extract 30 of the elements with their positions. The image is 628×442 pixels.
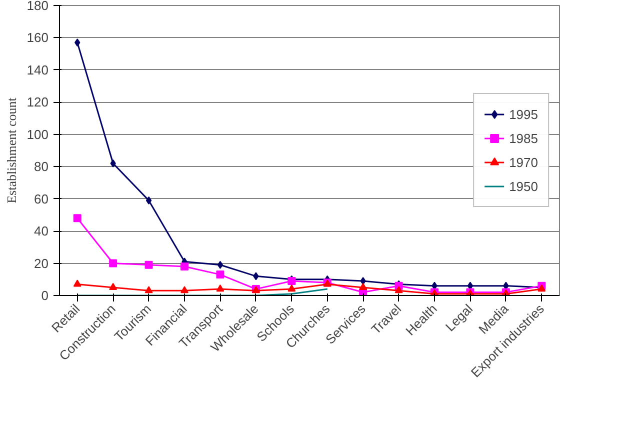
- legend-label: 1950: [509, 178, 538, 194]
- point: [360, 277, 366, 285]
- y-tick-label: 80: [34, 159, 49, 174]
- point: [217, 260, 224, 269]
- legend-label: 1985: [509, 130, 538, 146]
- y-tick-label: 160: [26, 30, 49, 46]
- point: [73, 280, 82, 287]
- y-tick-label: 60: [34, 191, 49, 206]
- legend-label: 1995: [509, 106, 538, 122]
- point: [216, 270, 224, 279]
- point: [180, 262, 188, 270]
- point: [74, 38, 80, 47]
- point: [146, 196, 152, 204]
- legend-label: 1970: [509, 154, 538, 170]
- y-tick-label: 40: [34, 224, 49, 239]
- point: [394, 286, 403, 294]
- y-tick-label: 20: [34, 256, 49, 271]
- point: [110, 159, 116, 168]
- point: [144, 260, 153, 269]
- y-tick-label: 120: [26, 94, 49, 110]
- y-tick-label: 100: [26, 126, 49, 142]
- y-tick-label: 180: [26, 0, 49, 13]
- y-tick-label: 0: [41, 288, 49, 303]
- point: [109, 282, 118, 290]
- y-axis-title: Establishment count: [4, 97, 19, 204]
- point: [109, 259, 118, 268]
- y-tick-label: 140: [26, 62, 49, 78]
- point: [359, 282, 368, 290]
- point: [253, 272, 259, 280]
- point: [73, 214, 82, 222]
